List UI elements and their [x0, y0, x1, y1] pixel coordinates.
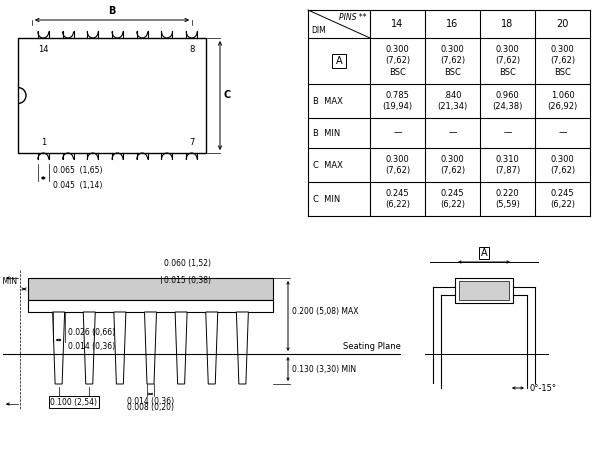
Text: B  MIN: B MIN	[313, 128, 340, 138]
Bar	[28, 300, 273, 312]
Text: 0.300
(7,62)
BSC: 0.300 (7,62) BSC	[385, 46, 410, 77]
Text: 14: 14	[392, 19, 403, 29]
Text: C: C	[224, 91, 231, 100]
Bar	[18, 38, 206, 153]
Text: 0.014 (0,36): 0.014 (0,36)	[67, 342, 115, 351]
Text: 0.310
(7,87): 0.310 (7,87)	[495, 155, 520, 175]
Bar	[459, 281, 509, 300]
Text: 1.060
(26,92): 1.060 (26,92)	[547, 91, 578, 111]
Text: 8: 8	[189, 45, 194, 54]
Text: 0.245
(6,22): 0.245 (6,22)	[385, 189, 410, 209]
Text: C  MIN: C MIN	[313, 194, 340, 204]
Text: 0.065  (1,65): 0.065 (1,65)	[53, 166, 103, 175]
Text: DIM: DIM	[311, 26, 326, 35]
Text: A: A	[336, 56, 342, 66]
Text: 0.245
(6,22): 0.245 (6,22)	[440, 189, 465, 209]
Text: 14: 14	[38, 45, 48, 54]
Bar	[332, 54, 346, 68]
Polygon shape	[52, 312, 64, 384]
Text: 18: 18	[501, 19, 514, 29]
Text: B  MAX: B MAX	[313, 97, 343, 106]
Text: B: B	[108, 6, 116, 16]
Bar	[455, 278, 513, 303]
Text: 0.960
(24,38): 0.960 (24,38)	[492, 91, 523, 111]
Text: 0.130 (3,30) MIN: 0.130 (3,30) MIN	[292, 365, 356, 373]
Polygon shape	[175, 312, 187, 384]
Text: 0.014 (0,36): 0.014 (0,36)	[127, 397, 174, 406]
Text: 7: 7	[189, 138, 194, 147]
Text: 0.026 (0,66): 0.026 (0,66)	[67, 328, 115, 337]
Polygon shape	[144, 312, 157, 384]
Text: —: —	[503, 128, 512, 138]
Polygon shape	[114, 312, 126, 384]
Text: 0.300
(7,62)
BSC: 0.300 (7,62) BSC	[495, 46, 520, 77]
Text: .840
(21,34): .840 (21,34)	[437, 91, 468, 111]
Text: 0.245
(6,22): 0.245 (6,22)	[550, 189, 575, 209]
Text: 0.300
(7,62)
BSC: 0.300 (7,62) BSC	[550, 46, 575, 77]
Text: —: —	[448, 128, 457, 138]
Text: 0.100 (2,54): 0.100 (2,54)	[51, 398, 97, 406]
Text: 0.005 (0,13) MIN: 0.005 (0,13) MIN	[0, 277, 17, 286]
Text: 0.300
(7,62): 0.300 (7,62)	[440, 155, 465, 175]
Polygon shape	[206, 312, 218, 384]
Text: 0.008 (0,20): 0.008 (0,20)	[127, 403, 174, 412]
Text: 0.300
(7,62)
BSC: 0.300 (7,62) BSC	[440, 46, 465, 77]
Text: Seating Plane: Seating Plane	[343, 342, 401, 351]
Text: 0.200 (5,08) MAX: 0.200 (5,08) MAX	[292, 306, 359, 315]
Text: —: —	[393, 128, 402, 138]
Polygon shape	[83, 312, 95, 384]
Text: —: —	[558, 128, 567, 138]
Polygon shape	[237, 312, 249, 384]
Text: PINS **: PINS **	[339, 13, 367, 22]
Text: 0.300
(7,62): 0.300 (7,62)	[385, 155, 410, 175]
Bar	[28, 278, 273, 300]
Text: 1: 1	[41, 138, 46, 147]
Text: 0.015 (0,38): 0.015 (0,38)	[163, 276, 210, 285]
Text: 16: 16	[446, 19, 459, 29]
Text: 0.785
(19,94): 0.785 (19,94)	[383, 91, 412, 111]
Text: 0.300
(7,62): 0.300 (7,62)	[550, 155, 575, 175]
Text: A: A	[481, 248, 488, 258]
Text: C  MAX: C MAX	[313, 160, 343, 170]
Text: 0.060 (1,52): 0.060 (1,52)	[163, 259, 210, 268]
Text: 0.220
(5,59): 0.220 (5,59)	[495, 189, 520, 209]
Text: 0.045  (1,14): 0.045 (1,14)	[53, 181, 102, 190]
Text: 0°-15°: 0°-15°	[530, 384, 557, 392]
Text: 20: 20	[556, 19, 569, 29]
